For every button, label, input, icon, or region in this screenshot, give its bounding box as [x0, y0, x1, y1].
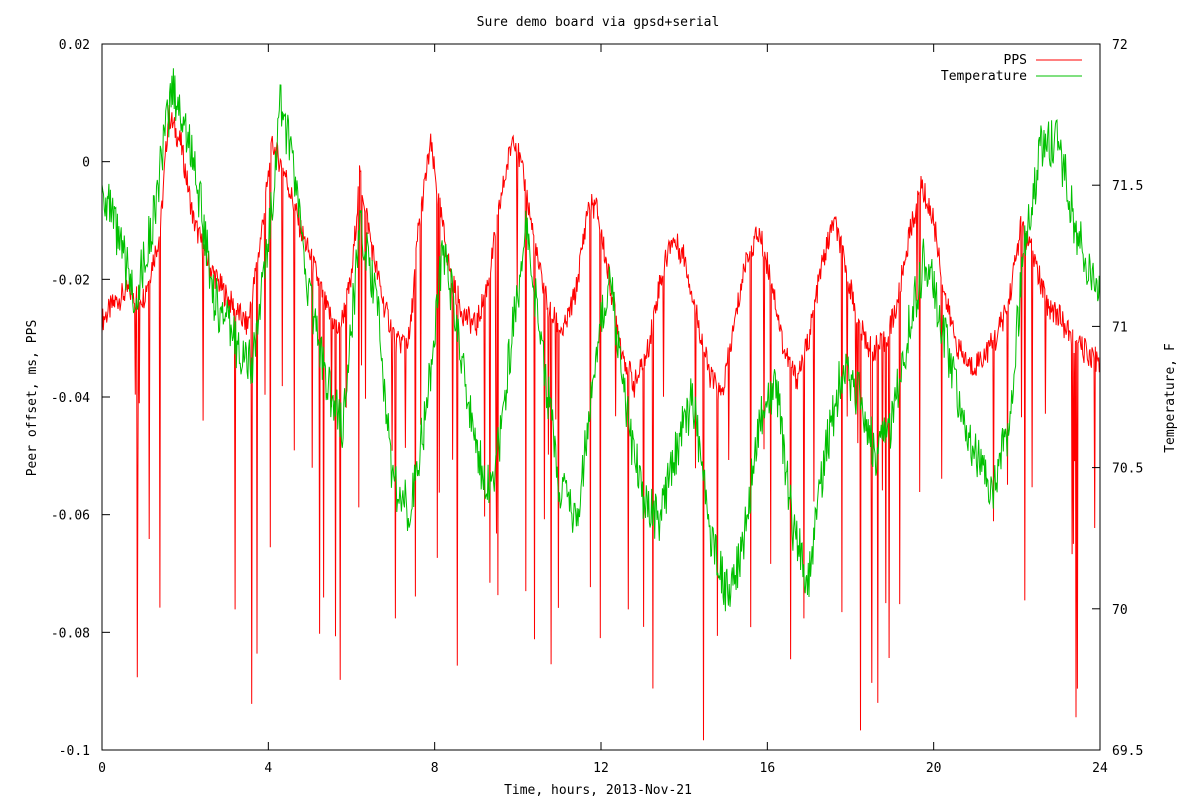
x-tick-label: 0	[98, 761, 106, 776]
chart-title: Sure demo board via gpsd+serial	[477, 15, 720, 30]
y2-tick-label: 69.5	[1112, 744, 1143, 759]
legend-label-temperature: Temperature	[941, 69, 1027, 84]
y2-tick-label: 70	[1112, 603, 1128, 618]
y-tick-label: 0.02	[59, 38, 90, 53]
y-tick-label: -0.1	[59, 744, 90, 759]
legend-label-pps: PPS	[1004, 53, 1027, 68]
axis-ticks: 0 4 8 12 16 20 24 -0.1 -0.08 -0.06 -0.04 -0.02 0 0.02…	[51, 38, 1143, 776]
y2-tick-label: 72	[1112, 38, 1128, 53]
y-tick-label: -0.04	[51, 391, 90, 406]
x-tick-label: 12	[593, 761, 609, 776]
x-tick-label: 8	[431, 761, 439, 776]
series-line-pps	[101, 104, 1101, 741]
y-axis-label: Peer offset, ms, PPS	[25, 320, 40, 477]
x-tick-label: 24	[1092, 761, 1108, 776]
x-tick-label: 20	[926, 761, 942, 776]
y2-tick-label: 71	[1112, 320, 1128, 335]
legend: PPS Temperature	[941, 53, 1082, 84]
y-tick-label: -0.08	[51, 626, 90, 641]
y-tick-label: -0.06	[51, 509, 90, 524]
y-tick-label: 0	[82, 156, 90, 171]
y2-axis-label: Temperature, F	[1163, 343, 1178, 453]
y-tick-label: -0.02	[51, 273, 90, 288]
series-line-temperature	[101, 68, 1101, 612]
series-layer	[101, 68, 1101, 741]
x-axis-label: Time, hours, 2013-Nov-21	[504, 783, 692, 798]
x-tick-label: 16	[760, 761, 776, 776]
y2-tick-label: 71.5	[1112, 179, 1143, 194]
y2-tick-label: 70.5	[1112, 462, 1143, 477]
x-tick-label: 4	[264, 761, 272, 776]
